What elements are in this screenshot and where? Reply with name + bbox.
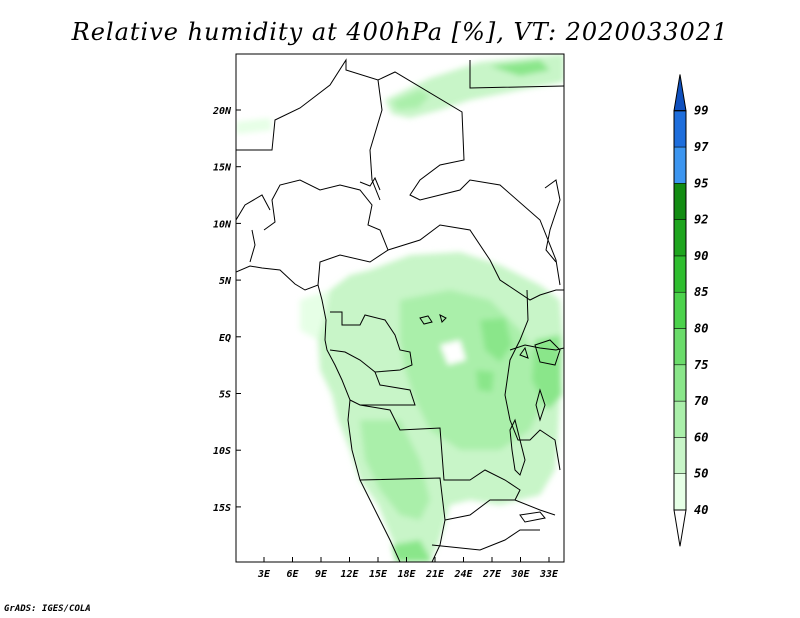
map-title: Relative humidity at 400hPa [%], VT: 202… — [71, 18, 729, 46]
colorbar-label: 60 — [694, 430, 708, 444]
lat-tick-label: 10S — [213, 446, 231, 457]
lon-tick-label: 24E — [453, 569, 473, 580]
colorbar-box — [673, 473, 687, 511]
colorbar-outline — [673, 110, 687, 511]
colorbar-box — [673, 219, 687, 257]
lon-tick-label: 6E — [286, 569, 299, 580]
lon-tick-label: 9E — [315, 569, 328, 580]
colorbar-max-triangle — [673, 74, 687, 112]
lat-tick-label: 15S — [213, 503, 231, 514]
colorbar-label: 85 — [694, 285, 708, 299]
colorbar-box — [673, 146, 687, 184]
lat-tick-label: EQ — [219, 333, 231, 344]
lon-tick-label: 21E — [425, 569, 445, 580]
lon-tick-label: 33E — [539, 569, 559, 580]
map-frame — [235, 53, 565, 563]
colorbar-box — [673, 437, 687, 474]
lon-tick-label: 3E — [257, 569, 271, 580]
lon-tick-label: 30E — [510, 569, 530, 580]
country-borders — [236, 58, 564, 562]
colorbar-label: 92 — [694, 213, 708, 227]
colorbar: 40 50 60 70 75 80 85 90 92 95 97 99 — [673, 74, 709, 547]
colorbar-box — [673, 255, 687, 293]
colorbar-label: 90 — [694, 249, 708, 263]
lat-tick-label: 5N — [219, 276, 232, 287]
lat-tick-label: 15N — [213, 163, 232, 174]
colorbar-label: 50 — [694, 467, 708, 481]
colorbar-label: 80 — [694, 322, 708, 336]
lon-tick-label: 27E — [482, 569, 502, 580]
colorbar-label: 70 — [694, 394, 708, 408]
colorbar-box — [673, 400, 687, 438]
humidity-shading — [236, 54, 564, 562]
colorbar-label: 99 — [694, 104, 708, 118]
colorbar-box — [673, 291, 687, 329]
colorbar-label: 40 — [694, 503, 708, 517]
colorbar-box — [673, 110, 687, 148]
colorbar-label: 97 — [694, 140, 709, 154]
lat-tick-label: 20N — [212, 106, 232, 117]
lon-tick-label: 15E — [369, 569, 388, 580]
colorbar-min-triangle — [673, 509, 687, 547]
lon-tick-label: 18E — [397, 569, 416, 580]
longitude-axis: 3E 6E 9E 12E 15E 18E 21E 24E 27E 30E 33E — [257, 557, 559, 580]
lon-tick-label: 12E — [340, 569, 359, 580]
latitude-axis: 20N 15N 10N 5N EQ 5S 10S 15S — [212, 106, 241, 514]
credit-text: GrADS: IGES/COLA — [4, 604, 91, 614]
colorbar-box — [673, 183, 687, 220]
colorbar-label: 95 — [694, 176, 708, 190]
lat-tick-label: 10N — [213, 219, 232, 230]
colorbar-box — [673, 328, 687, 366]
lat-tick-label: 5S — [219, 390, 231, 401]
colorbar-label: 75 — [694, 358, 708, 372]
colorbar-box — [673, 364, 687, 402]
